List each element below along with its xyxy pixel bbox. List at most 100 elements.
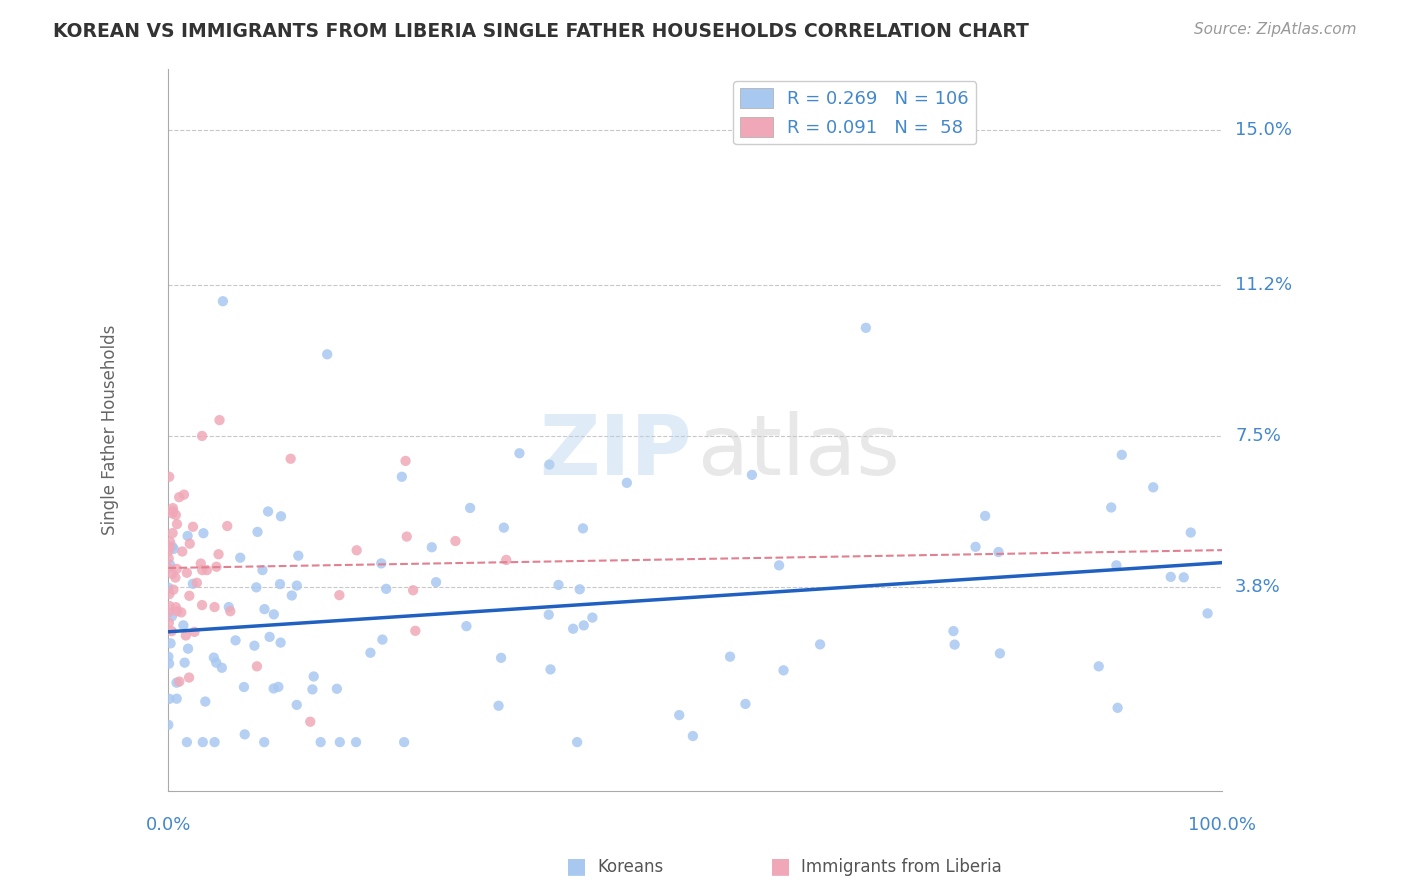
Point — [375, 582, 398, 596]
Text: Single Father Households: Single Father Households — [101, 325, 120, 535]
Text: KOREAN VS IMMIGRANTS FROM LIBERIA SINGLE FATHER HOUSEHOLDS CORRELATION CHART: KOREAN VS IMMIGRANTS FROM LIBERIA SINGLE… — [53, 22, 1029, 41]
Point — [181, 576, 204, 591]
Point — [233, 680, 256, 694]
Point — [285, 578, 308, 592]
Point — [965, 540, 987, 554]
Text: ■: ■ — [567, 856, 586, 876]
Point — [157, 551, 180, 566]
Point — [444, 534, 467, 549]
Point — [245, 580, 267, 594]
Point — [371, 632, 394, 647]
Point — [1111, 448, 1133, 462]
Point — [174, 628, 197, 642]
Text: Source: ZipAtlas.com: Source: ZipAtlas.com — [1194, 22, 1357, 37]
Point — [217, 519, 239, 533]
Point — [233, 727, 256, 741]
Point — [186, 575, 208, 590]
Point — [181, 520, 204, 534]
Point — [159, 599, 181, 613]
Point — [269, 577, 291, 591]
Point — [157, 615, 180, 630]
Point — [489, 650, 512, 665]
Point — [173, 656, 195, 670]
Point — [162, 526, 184, 541]
Point — [246, 659, 269, 673]
Point — [508, 446, 530, 460]
Point — [394, 454, 416, 468]
Point — [204, 735, 226, 749]
Point — [287, 549, 309, 563]
Text: 0.0%: 0.0% — [146, 815, 191, 834]
Point — [160, 624, 183, 639]
Point — [718, 649, 741, 664]
Point — [159, 558, 181, 572]
Point — [165, 570, 187, 584]
Point — [229, 550, 252, 565]
Point — [741, 467, 763, 482]
Point — [402, 583, 425, 598]
Text: Immigrants from Liberia: Immigrants from Liberia — [801, 858, 1002, 876]
Point — [219, 604, 242, 618]
Point — [987, 545, 1010, 559]
Point — [495, 553, 517, 567]
Point — [169, 674, 191, 689]
Point — [159, 534, 181, 549]
Point — [157, 469, 180, 483]
Point — [329, 735, 352, 749]
Text: ZIP: ZIP — [540, 411, 692, 492]
Point — [808, 637, 831, 651]
Point — [1107, 701, 1129, 715]
Point — [581, 610, 603, 624]
Point — [193, 526, 215, 541]
Point — [177, 641, 200, 656]
Point — [547, 578, 569, 592]
Point — [160, 566, 183, 581]
Point — [326, 681, 349, 696]
Point — [682, 729, 704, 743]
Point — [328, 588, 350, 602]
Point — [263, 607, 285, 622]
Point — [302, 669, 325, 683]
Point — [404, 624, 426, 638]
Point — [1197, 607, 1219, 621]
Point — [392, 735, 415, 749]
Point — [157, 587, 180, 601]
Point — [568, 582, 591, 597]
Point — [309, 735, 332, 749]
Point — [166, 691, 188, 706]
Point — [212, 294, 235, 309]
Point — [456, 619, 478, 633]
Point — [346, 543, 368, 558]
Point — [179, 537, 201, 551]
Point — [246, 524, 269, 539]
Text: 15.0%: 15.0% — [1234, 120, 1292, 139]
Point — [263, 681, 285, 696]
Point — [157, 691, 180, 706]
Point — [190, 557, 212, 571]
Point — [1087, 659, 1109, 673]
Point — [157, 581, 180, 595]
Point — [281, 589, 304, 603]
Point — [170, 606, 193, 620]
Point — [166, 675, 188, 690]
Point — [772, 664, 794, 678]
Point — [176, 529, 198, 543]
Point — [195, 563, 218, 577]
Point — [208, 413, 231, 427]
Point — [167, 490, 190, 504]
Point — [253, 735, 276, 749]
Point — [162, 504, 184, 518]
Point — [974, 508, 997, 523]
Point — [225, 633, 247, 648]
Point — [205, 656, 228, 670]
Point — [301, 682, 323, 697]
Point — [988, 647, 1011, 661]
Point — [734, 697, 756, 711]
Point — [159, 636, 181, 650]
Point — [176, 735, 198, 749]
Point — [855, 320, 877, 334]
Point — [191, 429, 214, 443]
Point — [540, 662, 562, 676]
Point — [572, 618, 595, 632]
Point — [162, 582, 184, 597]
